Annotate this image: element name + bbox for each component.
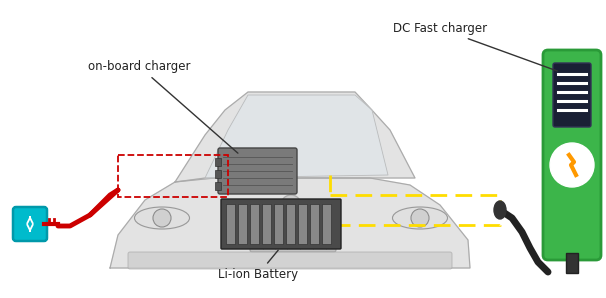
Polygon shape	[175, 92, 415, 182]
Bar	[215, 158, 221, 166]
Bar	[250, 204, 259, 244]
FancyBboxPatch shape	[218, 148, 297, 194]
Circle shape	[281, 195, 301, 215]
FancyBboxPatch shape	[553, 63, 591, 127]
FancyBboxPatch shape	[543, 50, 601, 260]
Bar	[118, 155, 228, 197]
Circle shape	[550, 143, 594, 187]
Bar	[566, 253, 578, 273]
Polygon shape	[110, 178, 470, 268]
Bar	[226, 204, 235, 244]
Ellipse shape	[494, 201, 506, 219]
Bar	[274, 204, 283, 244]
FancyBboxPatch shape	[221, 199, 341, 249]
Polygon shape	[205, 95, 388, 178]
Bar	[215, 182, 221, 190]
Circle shape	[411, 209, 429, 227]
Bar	[310, 204, 319, 244]
Text: Li-ion Battery: Li-ion Battery	[218, 250, 298, 281]
Circle shape	[153, 209, 171, 227]
Bar	[298, 204, 307, 244]
Bar	[262, 204, 271, 244]
Text: DC Fast charger: DC Fast charger	[393, 22, 558, 71]
FancyBboxPatch shape	[128, 252, 452, 269]
Ellipse shape	[393, 207, 447, 229]
Bar	[322, 204, 331, 244]
FancyBboxPatch shape	[13, 207, 47, 241]
Text: on-board charger: on-board charger	[88, 60, 238, 153]
FancyBboxPatch shape	[250, 220, 336, 252]
Bar	[215, 170, 221, 178]
Bar	[286, 204, 295, 244]
Bar	[238, 204, 247, 244]
Ellipse shape	[135, 207, 190, 229]
